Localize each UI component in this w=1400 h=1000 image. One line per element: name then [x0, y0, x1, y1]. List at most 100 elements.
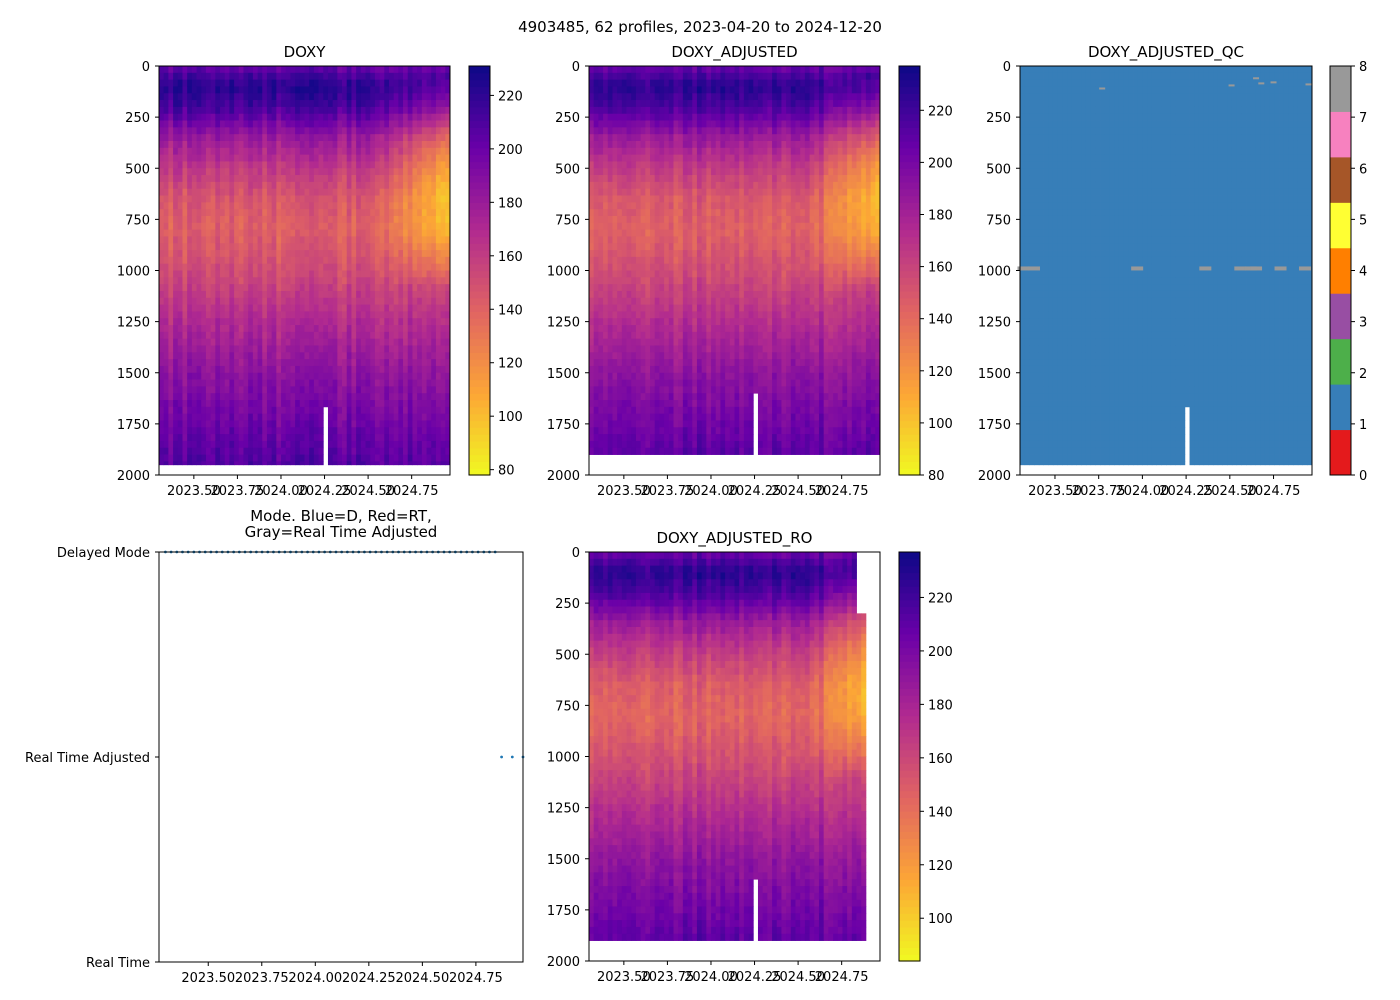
heatmap-cell [215, 134, 221, 142]
heatmap-cell [187, 188, 193, 196]
heatmap-cell [374, 127, 380, 135]
heatmap-cell [342, 345, 348, 353]
heatmap-cell [173, 393, 179, 401]
heatmap-cell [281, 284, 287, 292]
heatmap-cell [384, 284, 390, 292]
heatmap-cell [290, 161, 296, 169]
heatmap-cell [248, 120, 254, 128]
heatmap-cell [393, 215, 399, 224]
heatmap-cell [664, 175, 670, 183]
heatmap-cell [201, 147, 207, 156]
heatmap-cell [445, 297, 451, 305]
heatmap-cell [393, 420, 399, 428]
heatmap-cell [271, 290, 277, 299]
heatmap-cell [664, 290, 670, 299]
heatmap-cell [290, 427, 296, 435]
heatmap-cell [173, 311, 179, 319]
heatmap-cell [276, 393, 282, 401]
heatmap-cell [290, 181, 296, 190]
heatmap-cell [650, 195, 656, 203]
heatmap-cell [356, 106, 362, 115]
heatmap-cell [370, 229, 376, 237]
heatmap-cell [678, 379, 684, 387]
heatmap-cell [220, 318, 226, 326]
heatmap-cell [224, 290, 230, 299]
colorbar-segment [469, 93, 490, 101]
heatmap-cell [159, 175, 165, 183]
heatmap-cell [421, 86, 427, 94]
heatmap-cell [603, 66, 609, 74]
heatmap-cell [617, 297, 623, 305]
heatmap-cell [370, 359, 376, 367]
heatmap-cell [215, 338, 221, 346]
heatmap-cell [435, 393, 442, 401]
heatmap-cell [412, 236, 418, 244]
heatmap-cell [598, 406, 604, 415]
heatmap-cell [431, 93, 437, 101]
heatmap-cell [342, 311, 348, 319]
heatmap-cell [626, 447, 632, 455]
heatmap-cell [342, 427, 348, 435]
heatmap-cell [234, 325, 240, 333]
heatmap-cell [612, 413, 618, 421]
heatmap-cell [295, 325, 301, 333]
heatmap-cell [631, 270, 637, 278]
heatmap-cell [593, 147, 599, 156]
heatmap-cell [360, 379, 366, 387]
heatmap-cell [654, 250, 660, 258]
heatmap-cell [248, 345, 254, 353]
heatmap-cell [668, 215, 674, 224]
heatmap-cell [187, 297, 193, 305]
heatmap-cell [234, 461, 240, 466]
heatmap-cell [607, 154, 613, 162]
heatmap-cell [398, 270, 404, 278]
heatmap-cell [229, 447, 235, 455]
heatmap-cell [276, 345, 282, 353]
heatmap-cell [659, 325, 665, 333]
heatmap-cell [384, 127, 390, 135]
heatmap-cell [631, 236, 637, 244]
heatmap-cell [393, 325, 399, 333]
heatmap-cell [332, 154, 338, 162]
heatmap-cell [257, 215, 263, 224]
heatmap-cell [398, 140, 404, 149]
heatmap-cell [295, 420, 301, 428]
heatmap-cell [238, 359, 244, 367]
heatmap-cell [229, 175, 235, 183]
heatmap-cell [168, 106, 174, 115]
heatmap-cell [589, 325, 595, 333]
heatmap-cell [220, 400, 226, 408]
heatmap-cell [313, 202, 319, 210]
heatmap-cell [229, 100, 235, 108]
heatmap-cell [309, 345, 315, 353]
heatmap-cell [159, 290, 165, 299]
heatmap-cell [177, 447, 183, 455]
heatmap-cell [417, 365, 423, 374]
heatmap-cell [205, 372, 212, 380]
heatmap-cell [173, 140, 179, 149]
colorbar-segment [469, 434, 490, 442]
heatmap-cell [285, 127, 291, 135]
heatmap-cell [257, 331, 263, 340]
heatmap-cell [603, 209, 609, 217]
heatmap-cell [266, 400, 273, 408]
heatmap-cell [215, 420, 221, 428]
heatmap-cell [631, 161, 637, 169]
heatmap-cell [388, 175, 395, 183]
heatmap-cell [682, 420, 688, 428]
heatmap-cell [635, 222, 642, 230]
heatmap-cell [407, 379, 413, 387]
heatmap-cell [327, 106, 334, 115]
heatmap-cell [668, 365, 674, 374]
heatmap-cell [635, 379, 642, 387]
heatmap-cell [398, 229, 404, 237]
heatmap-cell [281, 277, 287, 285]
heatmap-cell [356, 454, 362, 462]
heatmap-cell [177, 188, 183, 196]
heatmap-cell [295, 195, 301, 203]
heatmap-cell [271, 420, 277, 428]
heatmap-cell [440, 256, 446, 265]
heatmap-cell [346, 284, 352, 292]
heatmap-cell [290, 440, 296, 449]
heatmap-cell [403, 297, 409, 305]
